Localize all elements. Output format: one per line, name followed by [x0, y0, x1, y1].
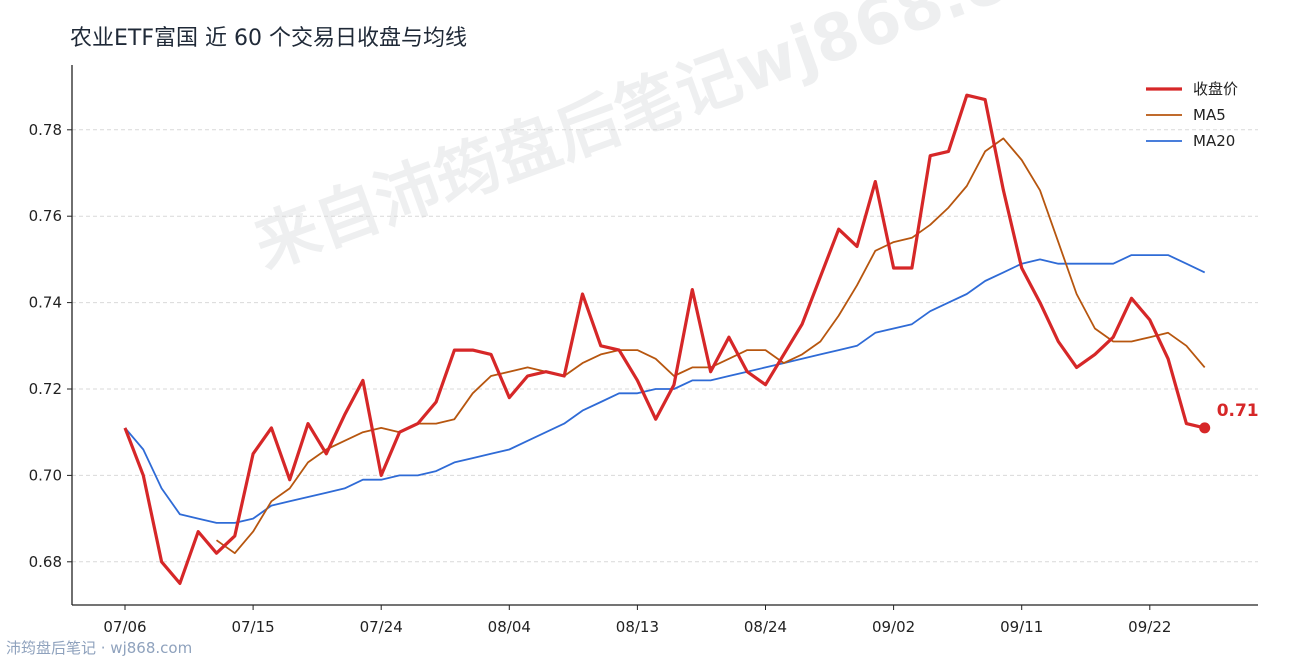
- y-tick-label: 0.76: [29, 207, 62, 225]
- legend-label: MA5: [1193, 106, 1226, 124]
- y-tick-label: 0.72: [29, 380, 62, 398]
- series-lines: [123, 93, 1206, 585]
- ma20-line: [124, 254, 1206, 524]
- last-value-marker: 0.71: [1199, 401, 1259, 434]
- axes: [71, 65, 1258, 606]
- y-gridlines: [72, 129, 1258, 563]
- y-ticks: 0.68 0.70 0.72 0.74 0.76 0.78: [29, 121, 72, 571]
- y-tick-label: 0.78: [29, 121, 62, 139]
- x-tick-label: 08/24: [744, 618, 787, 636]
- ma5-line: [215, 137, 1206, 555]
- y-tick-label: 0.74: [29, 294, 62, 312]
- x-ticks: 07/06 07/15 07/24 08/04 08/13 08/24 09/02 09/11…: [103, 605, 1171, 636]
- legend: 收盘价 MA5 MA20: [1146, 80, 1238, 150]
- x-tick-label: 09/22: [1128, 618, 1171, 636]
- chart-title: 农业ETF富国 近 60 个交易日收盘与均线: [70, 26, 467, 51]
- x-tick-label: 08/13: [616, 618, 659, 636]
- x-tick-label: 09/11: [1000, 618, 1043, 636]
- x-tick-label: 09/02: [872, 618, 915, 636]
- last-value-label: 0.71: [1217, 401, 1259, 421]
- legend-label: MA20: [1193, 132, 1235, 150]
- x-tick-label: 07/15: [231, 618, 274, 636]
- last-point-dot: [1199, 422, 1211, 434]
- x-tick-label: 08/04: [488, 618, 531, 636]
- close-price-line: [123, 93, 1206, 585]
- x-tick-label: 07/24: [360, 618, 403, 636]
- legend-label: 收盘价: [1193, 80, 1238, 98]
- y-tick-label: 0.68: [29, 553, 62, 571]
- y-tick-label: 0.70: [29, 466, 62, 484]
- x-tick-label: 07/06: [103, 618, 146, 636]
- corner-watermark: 沛筠盘后笔记 · wj868.com: [6, 639, 193, 657]
